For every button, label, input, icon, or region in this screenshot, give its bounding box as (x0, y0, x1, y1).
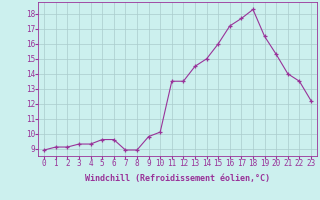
X-axis label: Windchill (Refroidissement éolien,°C): Windchill (Refroidissement éolien,°C) (85, 174, 270, 183)
